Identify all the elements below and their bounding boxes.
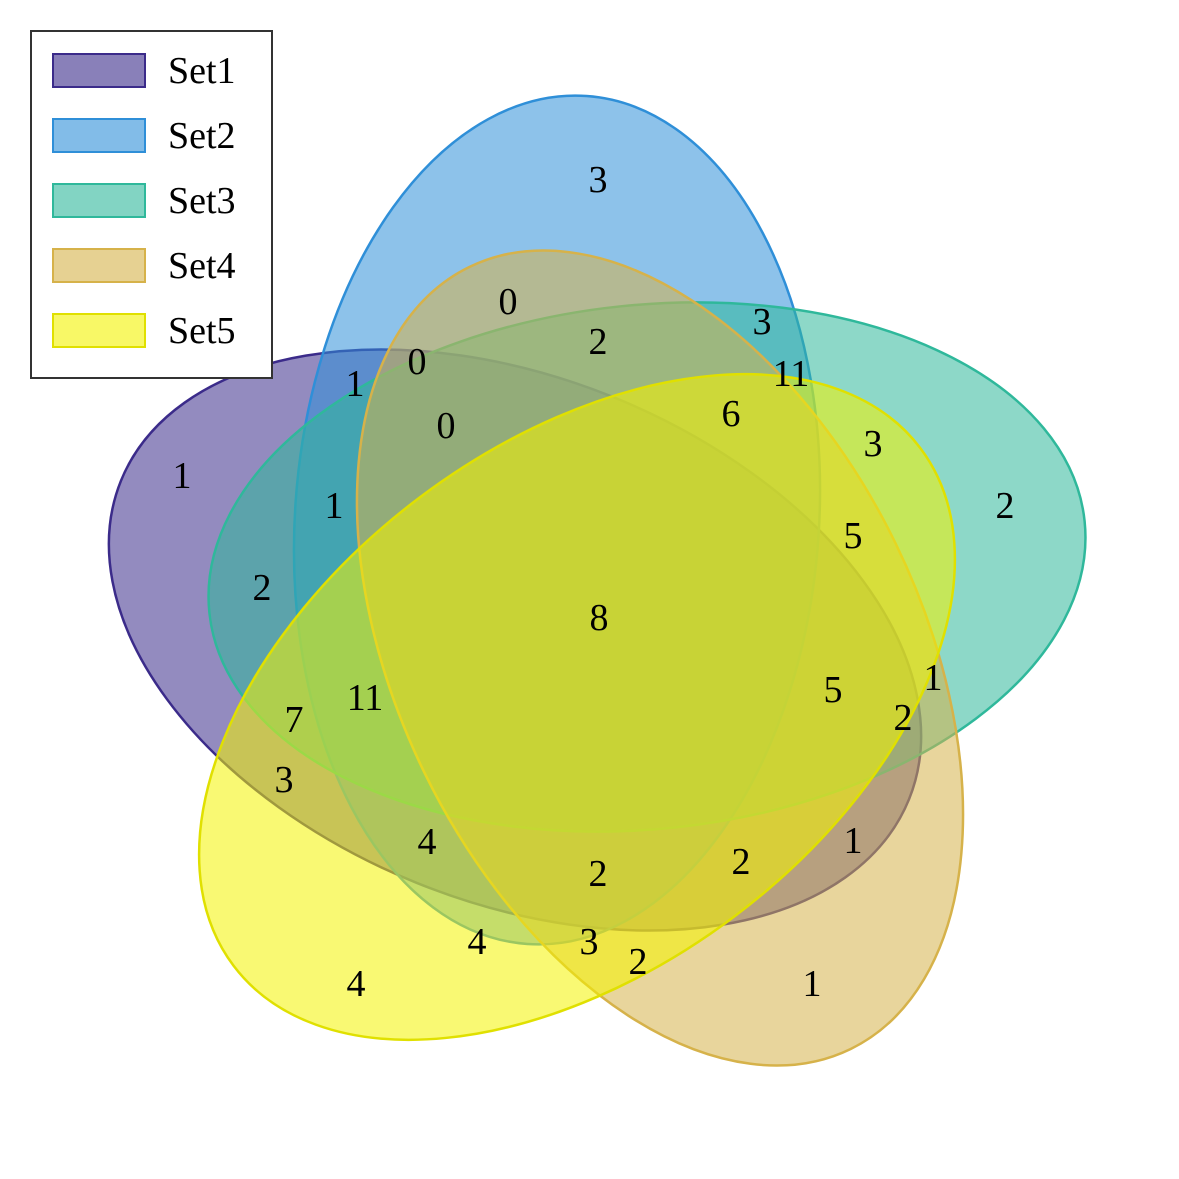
region-label-set1-set2-set4: 0 [437,405,456,447]
region-label-set1-set4-set5: 2 [732,841,751,883]
legend: Set1 Set2 Set3 Set4 Set5 [30,30,273,379]
set-ellipse-set5 [197,372,957,1042]
region-label-set3-set4-set5: 5 [844,515,863,557]
region-label-set1-set2-set3-set4-set5: 8 [590,597,609,639]
region-label-set2-set4: 0 [499,281,518,323]
legend-label-set4: Set4 [168,245,236,287]
region-label-set3: 2 [996,485,1015,527]
region-label-set3-set5: 3 [864,423,883,465]
region-label-set2-set5: 2 [629,941,648,983]
legend-swatch-set1 [52,53,146,88]
region-label-set1: 1 [173,455,192,497]
region-label-set2-set3: 3 [753,301,772,343]
region-label-set4-set5: 1 [844,820,863,862]
region-label-set1-set2: 1 [346,363,365,405]
legend-swatch-set2 [52,118,146,153]
region-label-set1-set5: 3 [275,759,294,801]
region-label-set1-set3: 2 [253,567,272,609]
region-label-set1-set2-set4-set5: 4 [418,821,437,863]
legend-swatch-set4 [52,248,146,283]
region-label-set2: 3 [589,159,608,201]
region-label-set1-set2-set3-set4: 2 [589,321,608,363]
set-ellipses [107,94,1087,1067]
region-label-set1-set2-set3-set5: 11 [347,677,384,719]
legend-label-set3: Set3 [168,180,236,222]
legend-label-set1: Set1 [168,50,236,92]
region-label-set4: 1 [803,963,822,1005]
region-label-set2-set4-set5: 4 [468,921,487,963]
region-label-set2-set3-set4: 2 [894,697,913,739]
region-label-set1-set2-set5: 3 [580,921,599,963]
region-label-set2-set3-set5: 11 [773,353,810,395]
region-label-set5: 4 [347,963,366,1005]
region-label-set1-set4: 0 [408,341,427,383]
legend-swatch-set3 [52,183,146,218]
region-label-set1-set3-set4: 2 [589,853,608,895]
region-label-set1-set3-set4-set5: 5 [824,669,843,711]
legend-swatch-set5 [52,313,146,348]
region-label-set1-set2-set3: 1 [325,485,344,527]
region-label-set3-set4: 1 [924,657,943,699]
region-label-set1-set3-set5: 7 [285,699,304,741]
legend-label-set5: Set5 [168,310,236,352]
legend-label-set2: Set2 [168,115,236,157]
region-label-set2-set3-set4-set5: 6 [722,393,741,435]
